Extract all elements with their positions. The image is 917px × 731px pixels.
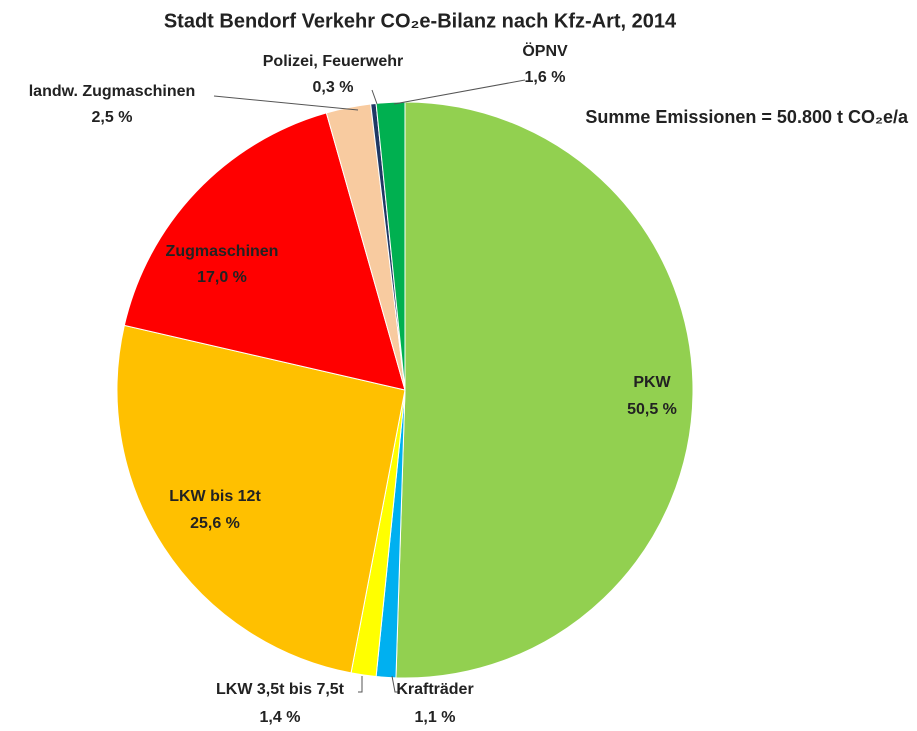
slice-label: Polizei, Feuerwehr <box>263 53 403 70</box>
pie-slice <box>123 112 406 391</box>
value-label: 17,0 % <box>197 269 247 286</box>
slice-label: PKW <box>633 374 671 391</box>
pie-slice <box>395 101 694 679</box>
leader-line <box>358 676 363 693</box>
slice-label: Krafträder <box>396 681 473 698</box>
value-label: 25,6 % <box>190 515 240 532</box>
slice-label: landw. Zugmaschinen <box>29 83 196 100</box>
value-label: 50,5 % <box>627 401 677 418</box>
slice-label: ÖPNV <box>522 41 568 60</box>
leader-line <box>213 95 359 111</box>
value-label: 1,1 % <box>415 709 456 726</box>
annotation: Summe Emissionen = 50.800 t CO₂e/a <box>585 107 909 127</box>
leader-line <box>393 79 526 105</box>
leader-line <box>371 89 378 105</box>
pie-slice <box>116 324 406 674</box>
leader-line <box>391 675 400 693</box>
chart-title: Stadt Bendorf Verkehr CO₂e-Bilanz nach K… <box>164 10 677 32</box>
slice-label: LKW bis 12t <box>169 488 261 505</box>
value-label: 2,5 % <box>92 109 133 126</box>
value-label: 1,6 % <box>525 69 566 86</box>
value-label: 0,3 % <box>313 79 354 96</box>
slice-label: Zugmaschinen <box>166 243 279 260</box>
slice-label: LKW 3,5t bis 7,5t <box>216 681 345 698</box>
value-label: 1,4 % <box>260 709 301 726</box>
